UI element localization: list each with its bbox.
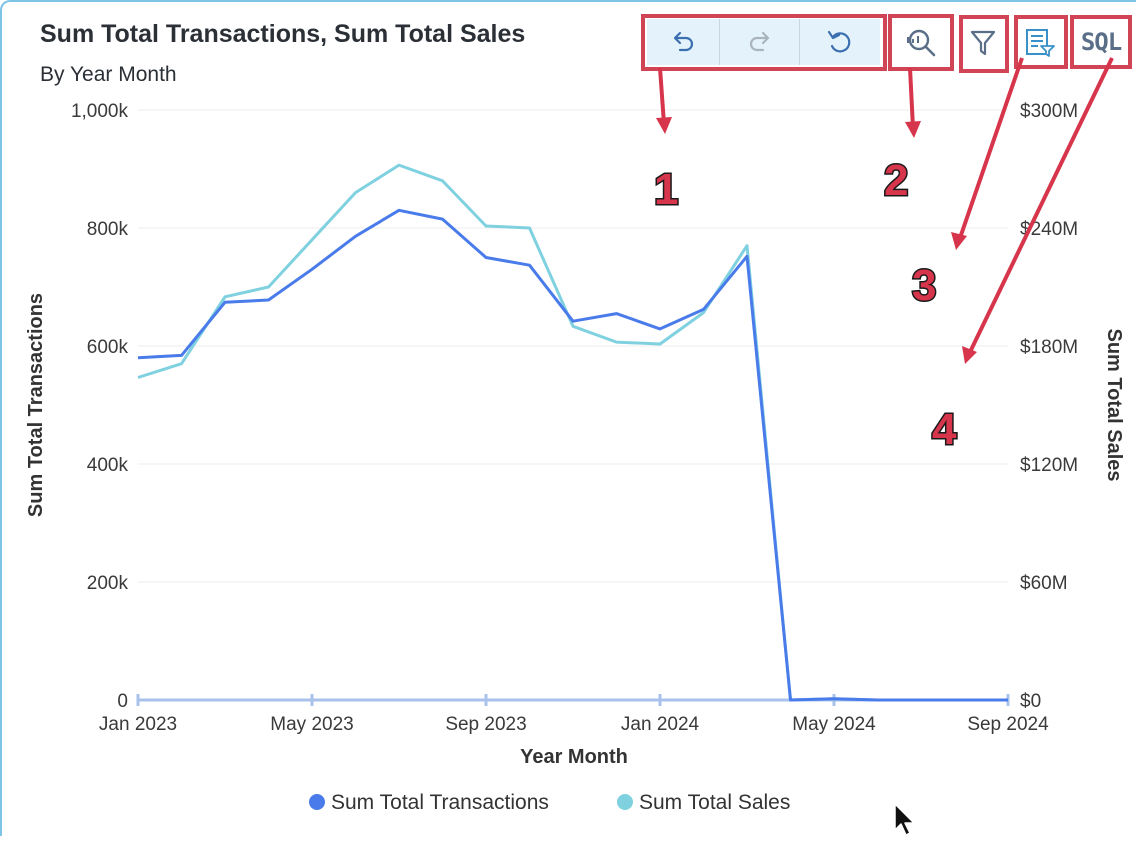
legend-item-transactions[interactable]: Sum Total Transactions (309, 791, 549, 814)
y-right-tick-label: $120M (1020, 455, 1078, 476)
x-tick-label: Jan 2024 (621, 714, 700, 735)
toolbar-separator (799, 19, 800, 65)
filter-icon (969, 28, 997, 58)
y-left-tick-label: 400k (87, 455, 129, 476)
y-right-tick-label: $300M (1020, 101, 1078, 122)
series-line-sales (137, 163, 1008, 702)
reset-icon (826, 29, 854, 55)
y-right-tick-label: $60M (1020, 573, 1068, 594)
annotation-label: 2 (884, 156, 908, 205)
annotation-label: 1 (654, 165, 678, 214)
annotation-label: 4 (932, 405, 957, 454)
y-left-tick-label: 1,000k (71, 101, 129, 122)
y-right-tick-label: $240M (1020, 219, 1078, 240)
redo-icon (747, 31, 773, 53)
legend-marker (617, 794, 633, 810)
sql-label: SQL (1080, 28, 1122, 56)
sql-button[interactable]: SQL (1073, 17, 1129, 67)
redo-button[interactable] (720, 19, 799, 65)
legend-item-sales[interactable]: Sum Total Sales (617, 791, 790, 814)
y-left-tick-label: 200k (87, 573, 129, 594)
y-right-axis-title: Sum Total Sales (1103, 328, 1125, 481)
annotation-arrow (951, 57, 1024, 250)
y-left-tick-label: 800k (87, 219, 129, 240)
legend-layer: Sum Total Transactions Sum Total Sales (309, 791, 790, 814)
y-left-tick-label: 600k (87, 337, 129, 358)
x-axis-title: Year Month (520, 746, 628, 768)
filter-button[interactable] (960, 17, 1006, 69)
x-tick-label: Jan 2023 (99, 714, 177, 735)
zoom-inspect-button[interactable] (892, 17, 950, 69)
y-right-tick-label: $180M (1020, 337, 1078, 358)
series-line-transactions (137, 208, 1008, 702)
legend-label: Sum Total Sales (639, 791, 790, 814)
y-left-axis-title: Sum Total Transactions (25, 293, 47, 517)
annotation-arrow (656, 67, 672, 134)
legend-label: Sum Total Transactions (331, 791, 549, 814)
x-tick-label: May 2024 (792, 714, 876, 735)
series-layer (137, 163, 1008, 702)
list-filter-button[interactable] (1016, 17, 1064, 67)
undo-icon (670, 31, 696, 53)
chart-title: Sum Total Transactions, Sum Total Sales (40, 20, 526, 48)
grid-layer (138, 109, 1008, 583)
reset-button[interactable] (800, 19, 880, 65)
chart-subtitle: By Year Month (40, 63, 177, 86)
x-tick-label: Sep 2024 (967, 714, 1049, 735)
annotation-layer: 1 2 3 4 (653, 57, 1114, 456)
annotation-arrow (962, 57, 1114, 364)
y-left-tick-label: 0 (117, 691, 128, 712)
undo-button[interactable] (647, 19, 719, 65)
y-right-tick-label: $0 (1020, 691, 1041, 712)
axis-layer: 0 $0 200k $60M 400k $120M 600k $180M 800k $240M 1,… (25, 101, 1125, 768)
mouse-cursor-icon (892, 802, 920, 843)
list-filter-icon (1024, 27, 1056, 57)
toolbar-separator (719, 19, 720, 65)
annotation-arrow (905, 67, 921, 138)
x-tick-label: May 2023 (270, 714, 353, 735)
annotation-label: 3 (912, 261, 936, 310)
legend-marker (309, 794, 325, 810)
zoom-inspect-icon (904, 27, 938, 59)
x-tick-label: Sep 2023 (445, 714, 526, 735)
